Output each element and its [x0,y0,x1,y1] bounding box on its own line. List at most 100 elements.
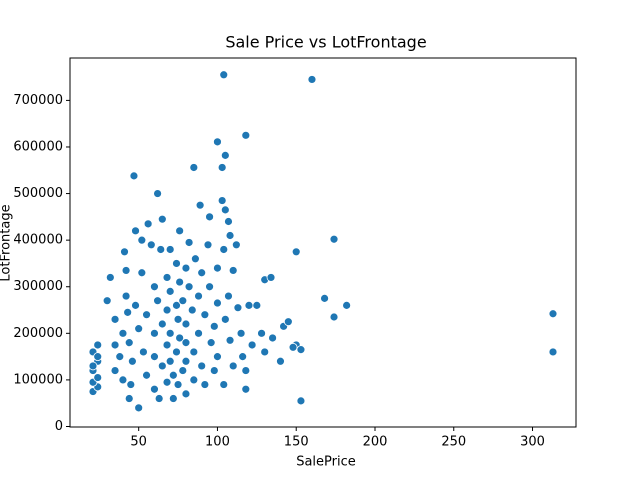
point [291,247,301,257]
point [181,356,191,366]
point [181,389,191,399]
point [197,268,207,278]
point [121,291,131,301]
point [172,300,181,310]
point [225,335,235,345]
point [175,226,185,236]
y-tick-label: 700000 [13,93,63,108]
x-tick-label: 150 [284,435,309,450]
x-tick-label: 100 [205,435,230,450]
point [120,247,129,257]
point [184,238,194,247]
point [181,263,191,273]
point [236,328,246,338]
point [231,240,241,250]
point [110,340,120,350]
point [124,394,134,403]
point [224,217,233,226]
y-tick-label: 400000 [13,233,63,248]
point [260,347,270,357]
point [206,338,216,348]
x-tick-label: 50 [130,435,147,450]
point [123,307,133,317]
point [228,266,238,275]
point [205,282,214,292]
point [209,366,219,375]
point [150,328,159,338]
point [257,328,266,338]
point [137,235,147,245]
point [137,268,147,278]
point [110,314,120,324]
point [110,366,120,375]
point [127,356,137,366]
point [307,75,317,84]
point [217,163,227,172]
y-axis-label: LotFrontage [0,204,14,281]
point [134,324,144,334]
point [162,273,172,282]
point [175,277,185,287]
point [88,361,98,371]
point [168,394,178,403]
point [165,356,175,366]
point [118,375,128,385]
y-tick-label: 0 [55,419,63,434]
point [165,245,175,254]
point [157,361,167,371]
point [195,200,205,210]
point [329,312,339,322]
point [124,338,134,348]
point [118,328,128,338]
point [181,319,191,329]
point [329,234,339,244]
point [209,321,219,331]
y-tick-label: 200000 [13,326,63,341]
point [283,317,293,327]
point [131,226,140,236]
point [288,342,298,352]
point [102,296,112,306]
point [320,293,329,303]
point [228,361,238,371]
point [143,219,153,229]
point [157,319,167,329]
point [165,286,175,296]
point [220,205,230,215]
x-axis-label: SalePrice [296,455,356,470]
point [268,333,277,343]
point [162,305,172,315]
point [178,296,188,306]
point [162,377,172,387]
point [276,356,285,366]
point [189,163,199,172]
point [175,333,185,343]
point [238,352,248,362]
point [181,338,191,348]
point [342,300,352,310]
point [162,340,172,350]
point [189,347,199,357]
point [244,300,254,310]
x-tick-label: 300 [520,435,545,450]
point [173,380,183,389]
y-tick-label: 300000 [13,279,63,294]
point [189,375,199,385]
point [184,282,194,292]
point [247,340,257,350]
point [153,189,162,198]
point [178,366,188,375]
point [173,314,183,324]
point [203,240,213,250]
point [194,291,203,301]
point [93,373,103,382]
point [93,352,103,362]
point [126,380,136,389]
point [233,303,243,313]
point [150,282,159,292]
point [217,196,227,205]
point [168,370,178,380]
point [220,314,230,324]
point [548,309,558,319]
